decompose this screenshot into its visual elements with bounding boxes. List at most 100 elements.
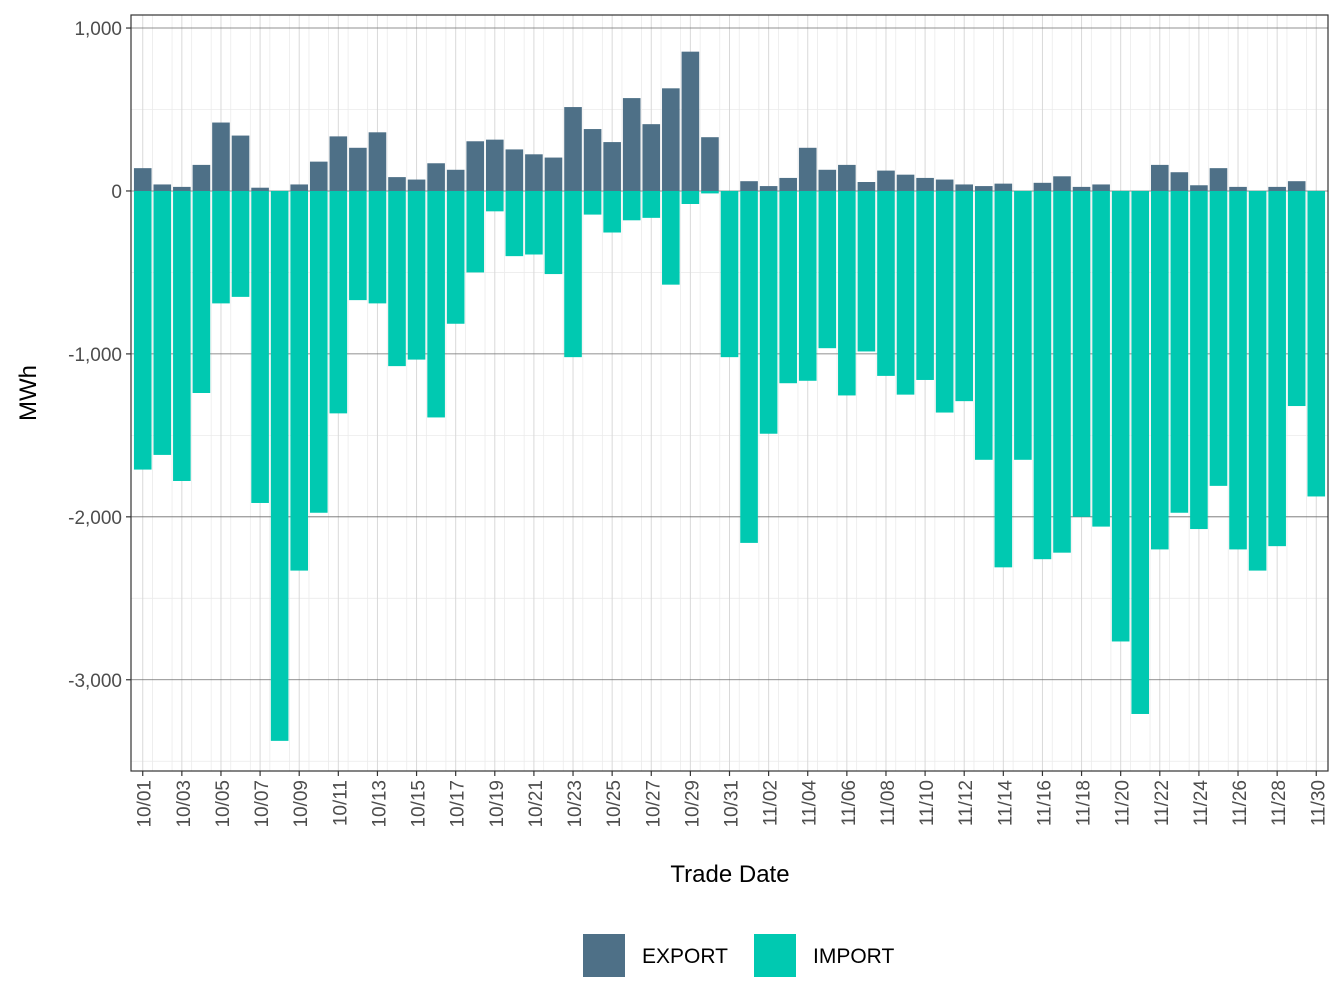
bar-import-10-17 [446, 190, 465, 324]
bar-export-10-15 [407, 179, 426, 191]
bar-import-10-14 [388, 190, 406, 367]
x-tick-label: 11/22 [1152, 780, 1173, 826]
bar-export-10-26 [622, 98, 641, 191]
bar-import-11-07 [857, 190, 876, 352]
bar-import-10-07 [251, 190, 269, 503]
bar-import-11-04 [798, 190, 817, 381]
bar-export-11-22 [1150, 164, 1169, 191]
x-tick-label: 10/27 [643, 780, 664, 828]
x-tick-label: 10/05 [213, 780, 234, 828]
bar-import-11-23 [1170, 190, 1189, 513]
bar-import-10-08 [270, 190, 289, 741]
bar-import-11-08 [877, 190, 895, 376]
x-tick-label: 11/16 [1034, 780, 1055, 826]
bar-import-10-10 [309, 190, 328, 513]
x-tick-label: 10/25 [604, 780, 625, 828]
bar-export-11-23 [1170, 172, 1189, 191]
bar-export-11-04 [798, 147, 817, 191]
bar-export-10-22 [544, 157, 563, 191]
bar-export-10-29 [681, 51, 700, 191]
bar-export-11-01 [740, 181, 758, 191]
bar-import-10-09 [290, 190, 309, 571]
bar-import-10-19 [485, 190, 504, 212]
bar-import-11-27 [1248, 190, 1267, 571]
bar-import-10-11 [329, 190, 348, 414]
bar-import-11-26 [1229, 190, 1247, 550]
bar-import-11-16 [1033, 190, 1052, 560]
legend-label-import: IMPORT [813, 945, 894, 968]
bar-import-11-21 [1131, 190, 1150, 714]
bar-export-11-26 [1229, 186, 1247, 191]
bar-export-10-19 [485, 139, 504, 191]
bar-export-11-17 [1053, 176, 1071, 191]
legend-key-export [583, 934, 625, 977]
x-tick-label: 11/12 [956, 780, 977, 826]
bar-export-10-03 [173, 186, 191, 191]
bar-import-11-01 [740, 190, 758, 543]
legend-key-import [754, 934, 796, 977]
x-tick-label: 11/02 [761, 780, 782, 826]
bar-import-10-22 [544, 190, 563, 275]
x-tick-label: 11/06 [839, 780, 860, 826]
bar-export-10-25 [603, 142, 621, 191]
bar-import-10-03 [173, 190, 191, 481]
bar-import-10-21 [525, 190, 543, 255]
bar-import-11-22 [1150, 190, 1169, 550]
y-tick-label: 1,000 [74, 19, 122, 40]
axis-layer: 1,000 0 -1,000 -2,000 -3,000 10/01 10/03 10/05 1… [68, 19, 1329, 828]
bar-import-10-01 [133, 190, 152, 470]
bar-export-11-11 [935, 179, 954, 191]
bar-import-11-15 [1014, 190, 1032, 460]
bar-import-11-14 [994, 190, 1013, 568]
bar-export-11-29 [1287, 181, 1306, 191]
x-tick-label: 11/18 [1074, 780, 1095, 826]
bar-import-10-31 [720, 190, 739, 358]
bar-export-11-16 [1033, 182, 1052, 191]
y-axis-title: MWh [15, 365, 42, 421]
bar-import-10-26 [622, 190, 641, 221]
x-tick-label: 11/08 [878, 780, 899, 826]
bar-export-10-21 [525, 154, 543, 191]
bar-export-11-05 [818, 169, 837, 191]
bar-export-10-07 [251, 187, 269, 191]
x-tick-label: 10/13 [369, 780, 390, 828]
bar-export-10-02 [153, 184, 172, 191]
bar-import-11-28 [1268, 190, 1286, 547]
bar-export-11-06 [838, 164, 856, 191]
bar-import-11-05 [818, 190, 837, 349]
x-tick-label: 10/17 [448, 780, 469, 828]
x-tick-label: 10/01 [135, 780, 156, 828]
bar-import-11-10 [916, 190, 934, 380]
x-tick-label: 10/15 [409, 780, 430, 828]
x-tick-label: 10/19 [487, 780, 508, 828]
bar-export-10-05 [212, 122, 230, 191]
bar-import-10-06 [231, 190, 250, 297]
bar-import-11-12 [955, 190, 974, 402]
x-tick-label: 11/30 [1308, 780, 1329, 826]
bar-export-10-18 [466, 141, 485, 191]
bar-import-11-03 [779, 190, 797, 384]
bar-import-11-06 [838, 190, 856, 396]
x-tick-label: 11/14 [995, 780, 1016, 827]
bar-export-10-06 [231, 135, 250, 191]
bar-export-10-14 [388, 177, 406, 191]
bar-import-10-20 [505, 190, 524, 257]
bar-import-11-13 [974, 190, 993, 460]
bar-export-10-27 [642, 124, 661, 191]
y-tick-label: -2,000 [68, 508, 122, 529]
bar-export-11-03 [779, 177, 797, 191]
x-tick-label: 11/10 [917, 780, 938, 826]
bar-import-10-23 [564, 190, 582, 358]
bar-export-10-04 [192, 164, 211, 191]
bar-import-10-29 [681, 190, 700, 204]
bar-export-11-18 [1072, 186, 1091, 191]
bar-export-10-24 [583, 129, 602, 191]
bar-export-10-09 [290, 184, 309, 191]
x-tick-label: 10/31 [722, 780, 743, 828]
bar-export-10-30 [701, 137, 719, 191]
x-tick-label: 10/11 [330, 780, 351, 826]
x-tick-label: 10/03 [174, 780, 195, 828]
bar-import-10-30 [701, 190, 719, 194]
bar-export-11-09 [896, 174, 915, 191]
